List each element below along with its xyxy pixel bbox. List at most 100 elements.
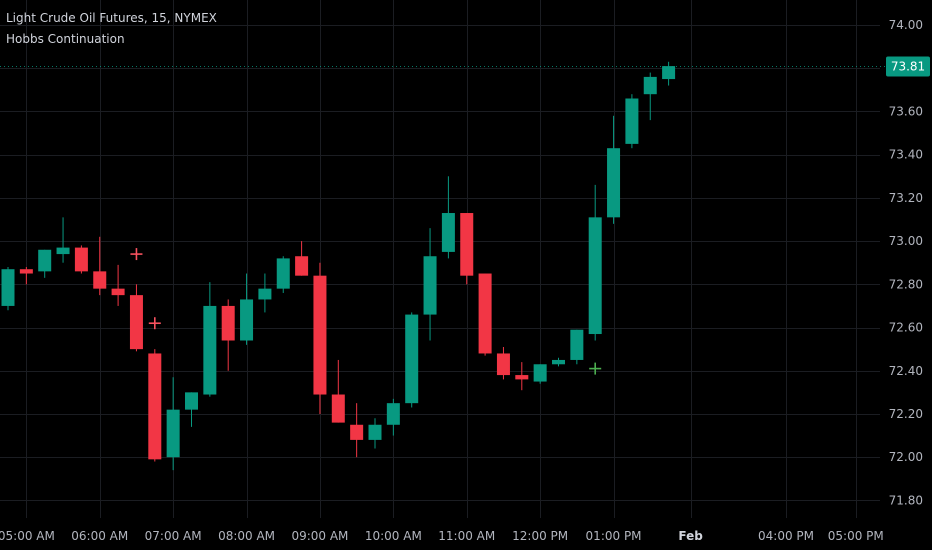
candle-body (203, 305, 217, 395)
candle-down[interactable] (331, 359, 345, 423)
candle-body (74, 247, 88, 272)
candle-body (258, 288, 272, 300)
candle-body (496, 353, 510, 376)
candle-down[interactable] (93, 236, 107, 296)
time-tick-label: 11:00 AM (438, 529, 495, 543)
candle-body (552, 359, 565, 365)
candle-up[interactable] (441, 176, 455, 259)
price-tick-label: 74.00 (889, 18, 923, 32)
last-price-badge[interactable]: 73.81 (886, 56, 930, 77)
price-axis[interactable]: 74.0073.8073.6073.4073.2073.0072.8072.60… (886, 18, 930, 507)
price-tick-label: 73.60 (889, 104, 923, 118)
candle-down[interactable] (515, 362, 529, 391)
last-price-badge-bg (886, 56, 930, 77)
candle-body (148, 353, 162, 460)
candle-body (386, 403, 400, 425)
candle-up[interactable] (625, 94, 639, 149)
candle-body (1, 269, 15, 306)
candle-down[interactable] (74, 245, 88, 274)
candle-body (625, 98, 639, 144)
candle-body (643, 76, 657, 95)
candle-body (460, 213, 474, 276)
candle-body (93, 271, 107, 289)
time-tick-label: 10:00 AM (365, 529, 422, 543)
candle-down[interactable] (478, 273, 492, 356)
candle-down[interactable] (313, 262, 327, 414)
candle-up[interactable] (423, 228, 437, 341)
price-tick-label: 72.80 (889, 277, 923, 291)
candle-body (240, 299, 254, 341)
candle-up[interactable] (38, 249, 52, 278)
time-axis[interactable]: 05:00 AM 06:00 AM 07:00 AM 08:00 AM 09:00 AM… (0, 529, 884, 543)
candle-up[interactable] (1, 267, 15, 311)
candle-up[interactable] (588, 184, 602, 341)
candle-body (350, 424, 364, 440)
candle-up[interactable] (552, 357, 565, 367)
time-tick-label: 01:00 PM (586, 529, 642, 543)
price-tick-label: 73.20 (889, 191, 923, 205)
candle-body (515, 375, 529, 380)
candle-body (19, 269, 33, 274)
price-tick-label: 72.00 (889, 450, 923, 464)
time-tick-label: 04:00 PM (758, 529, 814, 543)
candle-body (221, 305, 235, 341)
time-tick-label: Feb (678, 529, 703, 543)
candle-up[interactable] (643, 72, 657, 121)
candle-up[interactable] (386, 398, 400, 436)
candle-down[interactable] (148, 349, 162, 462)
candles[interactable] (1, 61, 676, 471)
symbol-title[interactable]: Light Crude Oil Futures, 15, NYMEX (6, 11, 217, 25)
candle-up[interactable] (56, 217, 70, 263)
candle-up[interactable] (166, 377, 180, 471)
candle-body (38, 249, 52, 272)
time-tick-label: 09:00 AM (291, 529, 348, 543)
price-tick-label: 72.20 (889, 407, 923, 421)
last-price-value: 73.81 (891, 60, 925, 74)
candle-down[interactable] (111, 264, 125, 306)
candle-body (441, 213, 455, 252)
candle-body (607, 148, 621, 218)
candle-up[interactable] (662, 61, 676, 86)
candle-body (570, 329, 584, 360)
time-tick-label: 12:00 PM (512, 529, 568, 543)
candle-body (588, 217, 602, 335)
price-tick-label: 72.60 (889, 321, 923, 335)
candle-up[interactable] (405, 312, 419, 408)
candle-up[interactable] (607, 115, 621, 224)
price-tick-label: 73.40 (889, 148, 923, 162)
candle-down[interactable] (496, 346, 510, 380)
bullish-signal-cross (589, 362, 602, 375)
candle-down[interactable] (295, 241, 309, 276)
candle-body (478, 273, 492, 354)
candle-up[interactable] (240, 273, 254, 345)
candle-up[interactable] (258, 273, 272, 313)
candle-body (368, 424, 382, 440)
time-tick-label: 07:00 AM (145, 529, 202, 543)
candle-up[interactable] (570, 329, 584, 365)
chart-legend: Light Crude Oil Futures, 15, NYMEX Hobbs… (6, 8, 217, 50)
candle-up[interactable] (203, 282, 217, 397)
candle-body (276, 258, 290, 289)
time-tick-label: 08:00 AM (218, 529, 275, 543)
candle-up[interactable] (533, 364, 547, 384)
candle-body (56, 247, 70, 255)
indicator-name[interactable]: Hobbs Continuation (6, 32, 125, 46)
candle-up[interactable] (185, 392, 198, 427)
candle-up[interactable] (276, 256, 290, 293)
candle-down[interactable] (129, 284, 143, 352)
candle-down[interactable] (19, 267, 33, 285)
candle-up[interactable] (368, 418, 382, 449)
time-tick-label: 05:00 AM (0, 529, 55, 543)
candle-body (331, 394, 345, 423)
signal-markers (130, 248, 602, 375)
candle-body (662, 66, 676, 80)
candle-down[interactable] (221, 299, 235, 371)
candle-down[interactable] (460, 213, 474, 285)
bearish-signal-cross (130, 248, 143, 261)
candle-body (129, 295, 143, 350)
candle-down[interactable] (350, 403, 364, 458)
candle-body (166, 409, 180, 458)
candle-body (423, 256, 437, 315)
candle-body (111, 288, 125, 296)
